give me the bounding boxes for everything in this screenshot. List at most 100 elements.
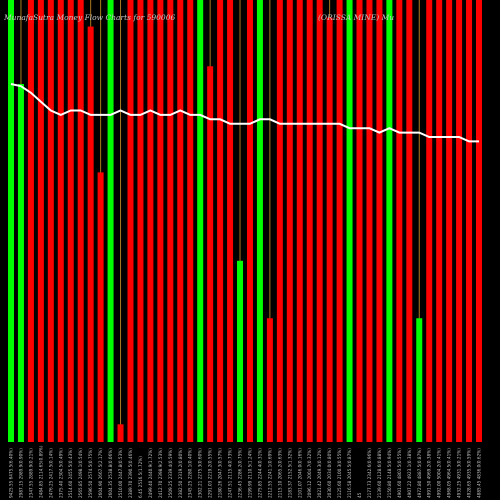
bar bbox=[436, 0, 443, 442]
x-tick-label: 4932.25 4931.3(0.21%) bbox=[457, 448, 462, 498]
x-tick-label: 2247.51 2115.4(0.73%) bbox=[228, 448, 233, 498]
x-tick-label: 2509.25 2339.4(0.59%) bbox=[168, 448, 173, 498]
bar bbox=[157, 0, 164, 442]
x-tick-label: 2987.15 2989.9(0.90%) bbox=[18, 448, 23, 498]
x-tick-label: 4972.80 4887.5(0.87%) bbox=[417, 448, 422, 498]
x-tick-label: 2183.37 2152.5(1.32%) bbox=[287, 448, 292, 498]
x-tick-label: 4991.50 4969.2(0.38%) bbox=[427, 448, 432, 498]
bar bbox=[67, 0, 74, 442]
x-tick-labels: 9425.55 6475.5(6.40%) 2987.15 2989.9(0.90… bbox=[9, 445, 482, 498]
bar bbox=[8, 0, 14, 442]
bar bbox=[276, 0, 283, 442]
bar bbox=[246, 0, 253, 442]
bar bbox=[386, 0, 393, 442]
x-tick-label: 2150.80 2148.5(0.94%) bbox=[387, 448, 392, 498]
x-tick-label: 2212.55 2241.1(0.69%) bbox=[267, 448, 272, 498]
x-tick-label: 2275.85 2244.4(0.31%) bbox=[257, 448, 262, 498]
bar bbox=[266, 318, 273, 442]
bar bbox=[17, 83, 24, 442]
bar bbox=[57, 0, 64, 442]
x-tick-label: 4968.05 4964.5(0.41%) bbox=[447, 448, 452, 498]
bar bbox=[87, 26, 94, 443]
chart-title-left: MunafaSutra Money Flow Charts for 590006 bbox=[3, 13, 175, 22]
chart-title-right: (ORISSA MINE) Mu bbox=[318, 13, 394, 22]
average-line bbox=[10, 83, 479, 143]
bar bbox=[366, 0, 373, 442]
x-tick-label: 45 bbox=[357, 492, 362, 498]
bar bbox=[426, 0, 433, 442]
bar bbox=[286, 0, 293, 442]
x-tick-label: 2476.25 2417.5(0.14%) bbox=[48, 448, 53, 498]
bar bbox=[466, 0, 473, 442]
x-tick-label: 2382.50 2319.2(0.80%) bbox=[178, 448, 183, 498]
x-tick-label: 4885.45 4836.0(0.62%) bbox=[477, 448, 482, 498]
x-tick-label: 2604.90 2667.5(2.17%) bbox=[98, 448, 103, 498]
x-tick-label: 6.45 2516.5(1.72%) bbox=[138, 456, 143, 498]
bar bbox=[406, 0, 413, 442]
bar bbox=[147, 0, 154, 442]
x-tick-label: 2484.85 2114.65(0.89%) bbox=[38, 445, 43, 498]
bar bbox=[336, 0, 343, 442]
bar bbox=[416, 318, 423, 442]
bar bbox=[227, 0, 234, 442]
x-tick-label: 2596.50 2574.5(0.75%) bbox=[88, 448, 93, 498]
bar bbox=[27, 0, 34, 442]
x-tick-label: 2604.35 2538.8(0.06%) bbox=[108, 448, 113, 498]
bar bbox=[47, 0, 54, 442]
x-tick-label: 2412.70 2398.9(2.53%) bbox=[158, 448, 163, 498]
x-tick-label: 2291.03 2219.2(0.55%) bbox=[208, 448, 213, 498]
x-tick-label: 2347.55 2889.9(0.21%) bbox=[28, 448, 33, 498]
bar bbox=[306, 0, 313, 442]
bar bbox=[107, 0, 114, 442]
x-tick-label: 2565.85 2498.1(0.54%) bbox=[78, 448, 83, 498]
bar bbox=[137, 0, 144, 442]
bar bbox=[207, 66, 214, 443]
x-tick-label: 2101.07 2046.0(0.16%) bbox=[297, 448, 302, 498]
bars bbox=[8, 0, 482, 443]
bar bbox=[127, 0, 134, 442]
bar bbox=[37, 0, 44, 442]
bar bbox=[117, 424, 124, 442]
x-tick-label: 2345.25 2280.1(0.40%) bbox=[188, 448, 193, 498]
bar bbox=[446, 0, 453, 442]
x-tick-label: 2302.21 2275.3(0.60%) bbox=[198, 448, 203, 498]
bar bbox=[256, 0, 263, 442]
bar bbox=[77, 0, 84, 442]
bar bbox=[197, 0, 204, 442]
bar bbox=[376, 0, 383, 442]
x-tick-label: 9425.55 6475.5(6.40%) bbox=[9, 448, 14, 498]
bar bbox=[217, 0, 224, 442]
bar bbox=[167, 0, 174, 442]
x-tick-label: 2510.00 2447.8(0.53%) bbox=[118, 448, 123, 498]
bar bbox=[356, 0, 363, 442]
x-tick-label: 4992.00 5004.2(0.41%) bbox=[437, 448, 442, 498]
bar bbox=[237, 260, 244, 442]
x-tick-label: 2499.40 2440.9(1.72%) bbox=[148, 448, 153, 498]
x-tick-label: 2177.73 2342.6(0.96%) bbox=[367, 448, 372, 498]
x-tick-label: 2021.42 2049.3(0.12%) bbox=[317, 448, 322, 498]
bar bbox=[97, 172, 104, 442]
x-tick-label: 2389.70 2390.5(0.46%) bbox=[128, 448, 133, 498]
bar bbox=[476, 0, 482, 442]
x-tick-label: 2096.12 2004.7(0.32%) bbox=[307, 448, 312, 498]
x-tick-label: 2116.58 2045.5(0.87%) bbox=[347, 448, 352, 498]
x-tick-label: 2030.60 2034.0(0.80%) bbox=[327, 448, 332, 498]
x-tick-label: 2514.60 2455.5(0.43%) bbox=[68, 448, 73, 498]
x-tick-label: 4901.60 4803.5(0.55%) bbox=[397, 448, 402, 498]
bar bbox=[326, 17, 333, 443]
bar bbox=[456, 0, 463, 442]
bar bbox=[316, 0, 323, 442]
x-tick-label: 2375.40 2304.5(0.49%) bbox=[58, 448, 63, 498]
x-tick-label: 2199.99 2110.5(1.24%) bbox=[247, 448, 252, 498]
bar bbox=[187, 0, 194, 442]
bar bbox=[396, 0, 403, 442]
x-tick-label: 2180.26 2047.3(0.57%) bbox=[218, 448, 223, 498]
x-tick-label: 2236.45 2286.2(0.75%) bbox=[238, 448, 243, 498]
bar bbox=[346, 0, 353, 442]
bar bbox=[296, 0, 303, 442]
bar bbox=[177, 0, 184, 442]
x-tick-label: 2115.10 2065.2(0.63%) bbox=[277, 448, 282, 498]
x-tick-label: 2139.60 2128.6(0.88%) bbox=[377, 448, 382, 498]
x-tick-label: 2125.60 2100.3(0.55%) bbox=[337, 448, 342, 498]
